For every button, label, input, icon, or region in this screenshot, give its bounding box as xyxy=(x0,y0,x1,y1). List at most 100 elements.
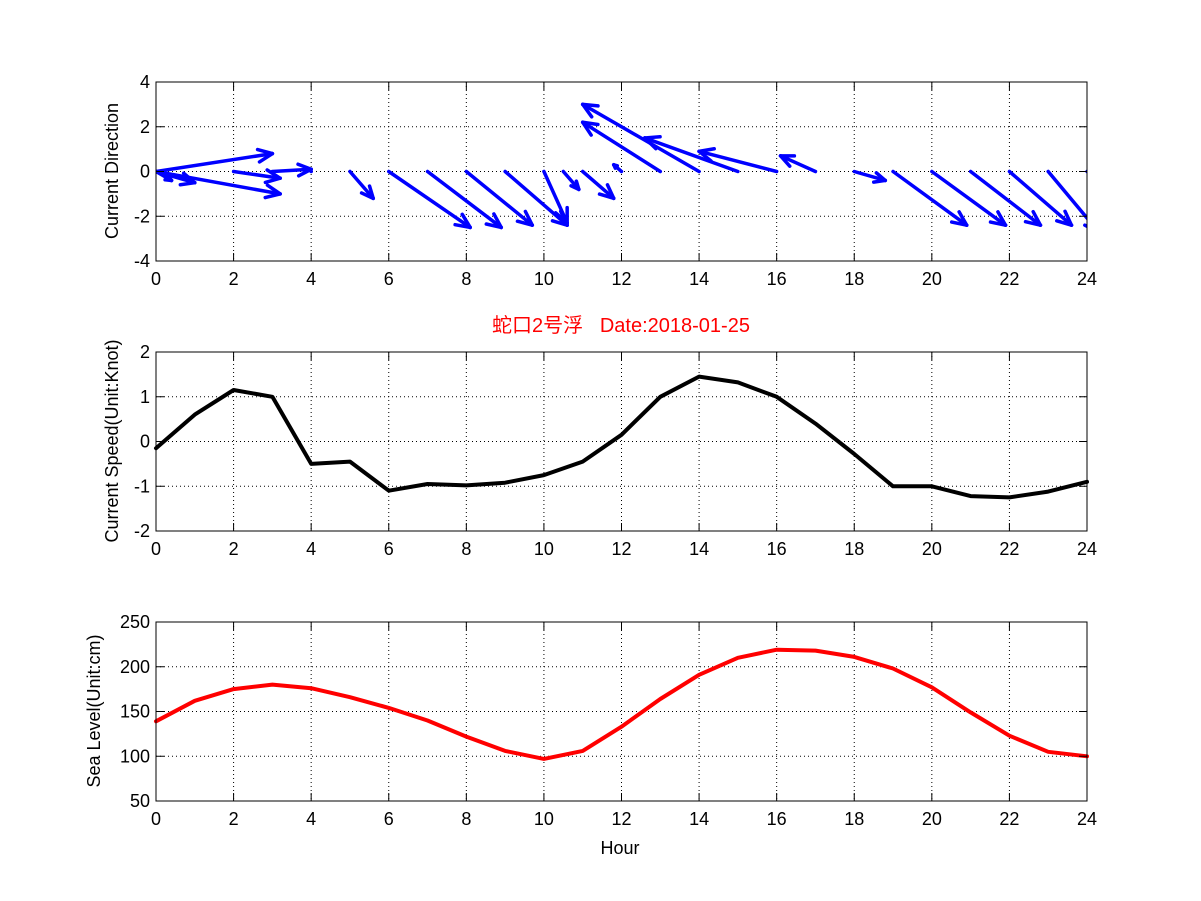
current-vector xyxy=(348,169,375,201)
speed-xtick-label: 6 xyxy=(384,539,394,559)
vector-head xyxy=(697,149,713,163)
direction-xtick-label: 18 xyxy=(844,269,864,289)
vector-head xyxy=(178,180,197,187)
sealevel-ytick-label: 200 xyxy=(120,657,150,677)
vector-shaft xyxy=(580,120,663,174)
current-direction-ylabel: Current Direction xyxy=(102,103,122,239)
speed-xtick-label: 10 xyxy=(534,539,554,559)
speed-xtick-label: 20 xyxy=(922,539,942,559)
sea-level-panel: Sea Level(Unit:cm) Hour 0 2 4 6 8 10 12 14 16 18 2… xyxy=(84,612,1097,858)
sealevel-xtick-label: 12 xyxy=(611,809,631,829)
speed-xtick-label: 4 xyxy=(306,539,316,559)
sealevel-xtick-label: 18 xyxy=(844,809,864,829)
vector-head xyxy=(988,220,1008,227)
vector-head xyxy=(580,102,594,119)
vector-head xyxy=(580,120,593,137)
vector-head xyxy=(611,163,618,170)
speed-ytick-label: 0 xyxy=(140,432,150,452)
vector-head xyxy=(1023,219,1043,227)
current-direction-panel: Current Direction 0 2 4 6 8 10 12 14 16 18 20 22 24-… xyxy=(102,72,1097,289)
vector-head xyxy=(296,162,313,172)
current-vector xyxy=(270,162,313,178)
sealevel-ytick-label: 50 xyxy=(130,791,150,811)
vector-head xyxy=(265,183,282,196)
current-vector xyxy=(231,168,282,185)
vector-head xyxy=(257,151,275,164)
current-vector xyxy=(580,120,663,174)
chart-title: 蛇口2号浮 Date:2018-01-25 xyxy=(492,314,750,337)
speed-ytick-label: -1 xyxy=(134,476,150,496)
quiver-group xyxy=(156,102,1087,230)
vector-shaft xyxy=(1046,169,1087,221)
vector-head xyxy=(874,171,888,183)
direction-ytick-label: 0 xyxy=(140,162,150,182)
vector-head xyxy=(1063,209,1074,227)
direction-xtick-label: 8 xyxy=(461,269,471,289)
speed-ytick-label: 1 xyxy=(140,387,150,407)
current-vector xyxy=(930,169,1008,227)
vector-shaft xyxy=(425,169,503,230)
vector-head xyxy=(1055,219,1074,227)
vector-shaft xyxy=(270,167,313,174)
vector-head xyxy=(553,211,569,225)
direction-xtick-label: 0 xyxy=(151,269,161,289)
vector-head xyxy=(957,210,969,227)
sealevel-ytick-label: 250 xyxy=(120,612,150,632)
sealevel-ytick-label: 150 xyxy=(120,702,150,722)
direction-ytick-label: -4 xyxy=(134,251,150,271)
vector-shaft xyxy=(968,169,1043,227)
vector-shaft xyxy=(231,169,282,180)
direction-xtick-label: 22 xyxy=(999,269,1019,289)
current-vector xyxy=(611,163,624,174)
vector-shaft xyxy=(156,169,282,196)
direction-xtick-label: 14 xyxy=(689,269,709,289)
vector-head xyxy=(1031,209,1043,227)
sealevel-xtick-label: 8 xyxy=(461,809,471,829)
current-vector xyxy=(778,154,818,174)
vector-shaft xyxy=(580,102,701,174)
sea-level-ylabel: Sea Level(Unit:cm) xyxy=(84,634,104,787)
vector-head xyxy=(697,147,716,154)
direction-ytick-label: 2 xyxy=(140,117,150,137)
vector-head xyxy=(453,222,472,230)
sealevel-xtick-label: 4 xyxy=(306,809,316,829)
vector-shaft xyxy=(542,169,569,225)
speed-xtick-label: 0 xyxy=(151,539,161,559)
current-vector xyxy=(387,169,472,230)
vector-shaft xyxy=(503,169,569,227)
sealevel-xtick-label: 0 xyxy=(151,809,161,829)
speed-xtick-label: 2 xyxy=(229,539,239,559)
sealevel-xtick-label: 6 xyxy=(384,809,394,829)
vector-head xyxy=(255,147,275,156)
speed-xtick-label: 12 xyxy=(611,539,631,559)
vector-head xyxy=(643,135,662,140)
vector-head xyxy=(949,220,969,227)
direction-xtick-label: 2 xyxy=(229,269,239,289)
current-vector xyxy=(580,169,616,201)
speed-ytick-label: -2 xyxy=(134,521,150,541)
vector-shaft xyxy=(778,154,818,174)
vector-head xyxy=(574,179,581,192)
current-vector xyxy=(697,147,779,174)
current-speed-ylabel: Current Speed(Unit:Knot) xyxy=(102,339,122,542)
vector-shaft xyxy=(156,151,275,174)
current-vector xyxy=(852,169,888,184)
vector-head xyxy=(580,102,600,108)
vector-shaft xyxy=(930,169,1008,227)
vector-head xyxy=(515,219,535,227)
direction-xtick-label: 24 xyxy=(1077,269,1097,289)
vector-shaft xyxy=(348,169,375,201)
direction-ytick-label: 4 xyxy=(140,72,150,92)
vector-head xyxy=(492,212,503,230)
current-vector xyxy=(1046,169,1087,229)
vector-head xyxy=(643,136,658,151)
current-vector xyxy=(1007,169,1074,227)
direction-xtick-label: 6 xyxy=(384,269,394,289)
vector-head xyxy=(263,192,282,200)
vector-head xyxy=(550,219,569,227)
current-vector xyxy=(156,169,282,200)
sealevel-xtick-label: 20 xyxy=(922,809,942,829)
sealevel-xtick-label: 22 xyxy=(999,809,1019,829)
direction-ytick-label: -2 xyxy=(134,206,150,226)
